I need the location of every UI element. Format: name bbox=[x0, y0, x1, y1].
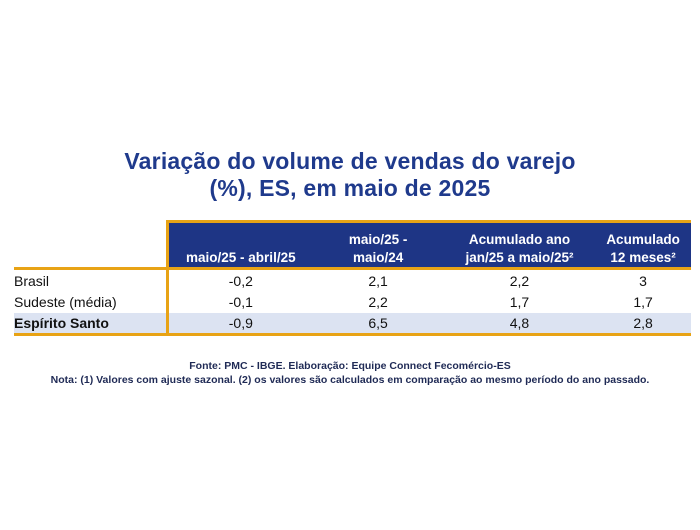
table-cell: -0,9 bbox=[166, 312, 313, 336]
source-note: Fonte: PMC - IBGE. Elaboração: Equipe Co… bbox=[189, 360, 511, 372]
header-col-1: maio/25 - abril/25 bbox=[166, 220, 313, 269]
page-title: Variação do volume de vendas do varejo (… bbox=[0, 148, 700, 202]
table-cell: 2,8 bbox=[595, 312, 691, 336]
header-col-1-line2: maio/25 - abril/25 bbox=[186, 250, 296, 265]
table-cell: -0,1 bbox=[166, 290, 313, 313]
table-row: Sudeste (média) -0,1 2,2 1,7 1,7 bbox=[14, 290, 691, 313]
header-col-3-line1: Acumulado ano bbox=[468, 232, 571, 247]
header-blank-cell bbox=[14, 222, 168, 269]
retail-sales-table: maio/25 - abril/25 maio/25 - maio/24 Acu… bbox=[14, 220, 691, 336]
table-cell: 2,2 bbox=[443, 267, 596, 291]
header-col-2-line2: maio/24 bbox=[352, 250, 404, 265]
table-cell: 2,2 bbox=[368, 293, 388, 310]
table-header-row: maio/25 - abril/25 maio/25 - maio/24 Acu… bbox=[14, 220, 691, 269]
footnote: Nota: (1) Valores com ajuste sazonal. (2… bbox=[50, 374, 650, 386]
title-line-2: (%), ES, em maio de 2025 bbox=[209, 175, 491, 201]
header-col-2: maio/25 - maio/24 bbox=[312, 220, 444, 269]
table-cell: 6,5 bbox=[312, 312, 444, 336]
header-col-3: Acumulado ano jan/25 a maio/25² bbox=[443, 220, 596, 269]
header-col-4-line2: 12 meses² bbox=[610, 250, 676, 265]
row-label: Brasil bbox=[14, 267, 168, 291]
title-line-1: Variação do volume de vendas do varejo bbox=[124, 148, 576, 174]
table-cell: 1,7 bbox=[633, 293, 653, 310]
row-label: Sudeste (média) bbox=[14, 293, 117, 310]
table-cell: 1,7 bbox=[509, 293, 530, 310]
table-cell: 2,1 bbox=[312, 267, 444, 291]
header-col-4-line1: Acumulado bbox=[606, 232, 680, 247]
table-row: Brasil -0,2 2,1 2,2 3 bbox=[14, 267, 691, 291]
header-col-3-line2: jan/25 a maio/25² bbox=[465, 250, 574, 265]
header-col-2-line1: maio/25 - bbox=[348, 232, 408, 247]
table-cell: 4,8 bbox=[443, 312, 596, 336]
row-label: Espírito Santo bbox=[14, 312, 168, 336]
header-col-4: Acumulado 12 meses² bbox=[595, 220, 691, 269]
table-cell: -0,2 bbox=[166, 267, 313, 291]
table-cell: 3 bbox=[595, 267, 691, 291]
table-row-highlight: Espírito Santo -0,9 6,5 4,8 2,8 bbox=[14, 312, 691, 336]
